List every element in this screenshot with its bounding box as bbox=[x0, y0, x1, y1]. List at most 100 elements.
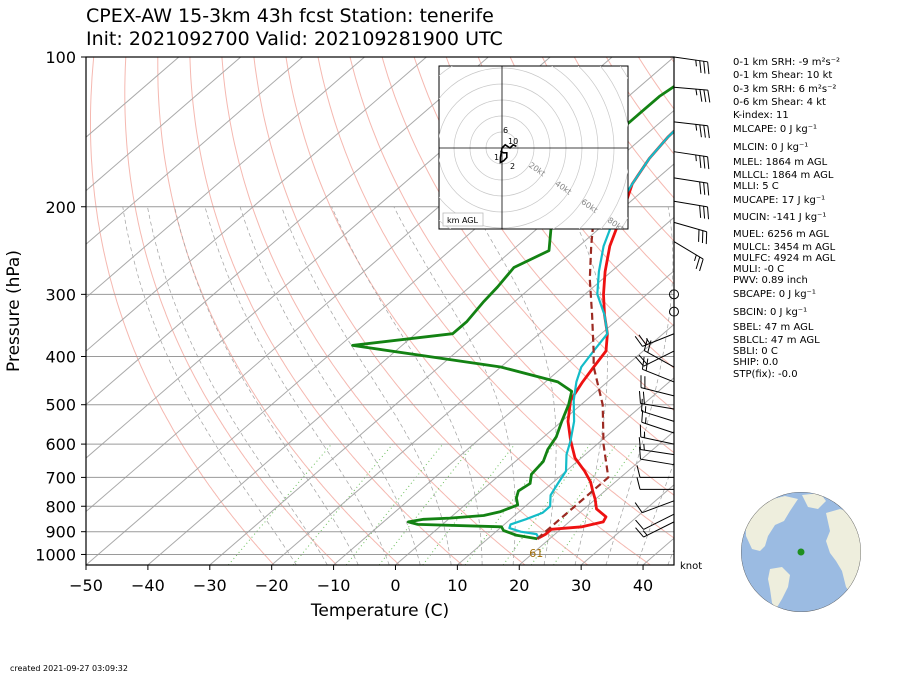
wind-barb bbox=[640, 375, 675, 397]
hodograph-height-label: 10 bbox=[508, 137, 518, 146]
barb-half-flag bbox=[643, 443, 645, 451]
dry-adiabat bbox=[349, 57, 674, 496]
barb-flag bbox=[699, 155, 702, 168]
index-line: SBCAPE: 0 J kg⁻¹ bbox=[733, 289, 816, 300]
barb-shaft bbox=[642, 368, 675, 383]
moist-adiabat bbox=[605, 206, 674, 565]
mixing-ratio-line bbox=[378, 443, 475, 565]
wind-barb bbox=[669, 289, 679, 300]
barb-flag bbox=[641, 409, 644, 423]
barb-shaft bbox=[673, 86, 708, 91]
hodograph-legend-label: km AGL bbox=[447, 216, 479, 225]
isotherm bbox=[86, 57, 303, 245]
barb-flag bbox=[638, 446, 641, 460]
index-line: MUEL: 6256 m AGL bbox=[733, 229, 829, 240]
barb-flag bbox=[635, 356, 644, 367]
barb-flag bbox=[699, 205, 702, 218]
barb-flag bbox=[699, 181, 702, 195]
wind-barb bbox=[673, 200, 710, 220]
y-tick-label: 100 bbox=[45, 48, 76, 67]
y-tick-label: 200 bbox=[45, 198, 76, 217]
hodograph-trace bbox=[499, 143, 517, 164]
barb-flag bbox=[707, 183, 710, 196]
barb-shaft bbox=[642, 333, 675, 347]
index-line: 0-1 km SRH: -9 m²s⁻² bbox=[733, 57, 840, 68]
barb-shaft bbox=[643, 521, 675, 538]
hodograph-height-label: 6 bbox=[503, 126, 508, 135]
mixing-ratio-line bbox=[228, 443, 332, 565]
barb-flag bbox=[699, 89, 703, 102]
hodograph-height-label: 2 bbox=[510, 162, 515, 171]
calm-circle bbox=[669, 289, 679, 300]
barb-shaft bbox=[673, 151, 708, 158]
wind-barb bbox=[643, 338, 675, 368]
barb-half-flag bbox=[695, 60, 697, 67]
y-axis-label: Pressure (hPa) bbox=[4, 250, 24, 372]
wind-barb bbox=[673, 177, 710, 196]
barb-flag bbox=[635, 519, 644, 530]
wind-unit-label: knot bbox=[680, 561, 702, 572]
mixing-ratio-line bbox=[292, 443, 394, 565]
x-tick-label: −40 bbox=[131, 576, 165, 595]
y-tick-label: 600 bbox=[45, 435, 76, 454]
moist-adiabat bbox=[174, 206, 359, 565]
y-tick-label: 800 bbox=[45, 497, 76, 516]
x-tick-label: 10 bbox=[447, 576, 467, 595]
hodograph-height-label: 1 bbox=[494, 153, 499, 162]
dry-adiabat bbox=[124, 57, 338, 565]
moist-adiabat bbox=[471, 206, 557, 565]
barb-shaft bbox=[640, 448, 675, 456]
globe-land-greenland bbox=[802, 493, 826, 509]
locator-globe bbox=[741, 492, 861, 612]
wind-barb bbox=[638, 391, 675, 410]
barb-flag bbox=[699, 124, 702, 138]
plot-frame bbox=[85, 56, 675, 566]
wind-barb bbox=[673, 221, 708, 245]
index-line: MUCAPE: 17 J kg⁻¹ bbox=[733, 195, 826, 206]
station-marker bbox=[797, 548, 805, 556]
index-line: 0-6 km Shear: 4 kt bbox=[733, 97, 826, 108]
index-line: PWV: 0.89 inch bbox=[733, 275, 808, 286]
barb-flag bbox=[707, 61, 710, 75]
barb-flag bbox=[695, 256, 701, 270]
isotherm bbox=[86, 57, 427, 352]
wind-barb bbox=[634, 333, 675, 347]
barb-shaft bbox=[673, 56, 708, 63]
barb-shaft bbox=[643, 513, 675, 530]
barb-half-flag bbox=[642, 530, 648, 536]
barb-flag bbox=[641, 398, 643, 412]
x-tick-label: 30 bbox=[571, 576, 591, 595]
barb-flag bbox=[641, 356, 645, 370]
barb-flag bbox=[707, 156, 710, 170]
wind-barb bbox=[673, 86, 711, 103]
barb-shaft bbox=[641, 500, 675, 514]
globe-land-south-america bbox=[768, 567, 790, 609]
moist-adiabat bbox=[331, 206, 483, 565]
barb-shaft bbox=[673, 121, 708, 127]
barb-half-flag bbox=[695, 89, 698, 96]
isotherm bbox=[395, 323, 674, 565]
x-tick-label: −50 bbox=[69, 576, 103, 595]
barb-shaft bbox=[640, 402, 675, 410]
wind-barb bbox=[673, 121, 710, 139]
isotherm bbox=[86, 57, 489, 406]
moist-adiabat bbox=[239, 206, 421, 565]
wind-barb bbox=[673, 56, 710, 75]
wind-barb bbox=[638, 446, 675, 466]
dry-adiabat bbox=[90, 57, 275, 565]
barb-shaft bbox=[640, 458, 675, 466]
created-timestamp: created 2021-09-27 03:09:32 bbox=[10, 664, 128, 673]
index-line: SBLI: 0 C bbox=[733, 346, 778, 357]
x-axis-label: Temperature (C) bbox=[310, 601, 449, 621]
barb-flag bbox=[635, 527, 644, 538]
index-line: SHIP: 0.0 bbox=[733, 357, 779, 368]
dry-adiabat bbox=[221, 57, 526, 565]
barb-flag bbox=[638, 391, 641, 404]
wind-barb bbox=[635, 513, 675, 530]
isotherm bbox=[457, 377, 674, 565]
dry-adiabat bbox=[445, 57, 674, 369]
calm-circle bbox=[669, 306, 679, 317]
